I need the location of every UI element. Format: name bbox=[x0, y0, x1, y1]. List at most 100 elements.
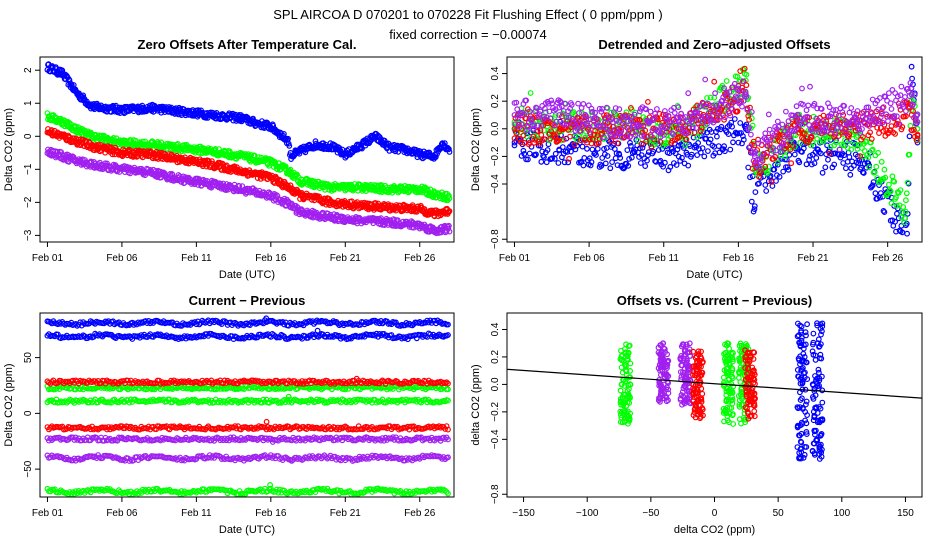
p2-point bbox=[765, 111, 772, 118]
p2-point bbox=[645, 98, 651, 105]
p2-point bbox=[624, 147, 631, 154]
p2-points bbox=[511, 63, 921, 237]
figure-subtitle: fixed correction = −0.00074 bbox=[389, 27, 547, 42]
p1-ytick-label: −2 bbox=[23, 196, 34, 208]
p2-xtick-label: Feb 06 bbox=[574, 253, 606, 264]
p3-points bbox=[44, 315, 451, 498]
p3-xtick-label: Feb 21 bbox=[330, 508, 362, 519]
p3-ytick-label: 50 bbox=[23, 352, 34, 364]
p2-point bbox=[847, 171, 854, 178]
figure-title: SPL AIRCOA D 070201 to 070228 Fit Flushi… bbox=[273, 7, 663, 22]
p2-ytick-label: 0.4 bbox=[490, 66, 501, 80]
p2-ytick-label: 0.2 bbox=[490, 94, 501, 108]
p2-point bbox=[737, 120, 744, 126]
p2-point bbox=[739, 103, 745, 110]
p2-point bbox=[903, 197, 909, 204]
p2-point bbox=[872, 190, 879, 197]
p2-point bbox=[580, 100, 587, 107]
p2-point bbox=[783, 108, 789, 115]
p2-point bbox=[791, 151, 798, 158]
p2-point bbox=[903, 108, 909, 114]
p2-point bbox=[575, 100, 581, 107]
p2-point bbox=[843, 165, 849, 172]
p1-point bbox=[286, 142, 293, 149]
p2-point bbox=[819, 169, 826, 176]
p2-point bbox=[846, 109, 853, 116]
p2-point bbox=[881, 166, 888, 173]
p2-point bbox=[609, 159, 615, 166]
p2-point bbox=[762, 130, 769, 137]
p2-point bbox=[714, 133, 720, 140]
p2-point bbox=[685, 90, 692, 97]
p2-point bbox=[751, 203, 758, 210]
p2-point bbox=[730, 139, 736, 146]
p2-point bbox=[803, 161, 810, 168]
p3-xlabel: Date (UTC) bbox=[219, 524, 275, 536]
p2-point bbox=[514, 106, 521, 113]
p2-point bbox=[584, 145, 590, 152]
p3-xtick-label: Feb 26 bbox=[404, 508, 436, 519]
p2-xtick-label: Feb 11 bbox=[649, 253, 680, 264]
p2-point bbox=[579, 143, 586, 150]
p3-ytick-label: 0 bbox=[23, 410, 34, 416]
p2-point bbox=[889, 173, 896, 180]
p2-point bbox=[607, 165, 614, 172]
p3-xtick-label: Feb 01 bbox=[32, 508, 64, 519]
p2-xtick-label: Feb 21 bbox=[797, 253, 829, 264]
p2-point bbox=[538, 158, 545, 165]
p2-point bbox=[774, 118, 781, 125]
p1-title: Zero Offsets After Temperature Cal. bbox=[138, 37, 357, 52]
p2-point bbox=[848, 105, 855, 111]
p2-point bbox=[705, 148, 711, 155]
p2-point bbox=[642, 163, 649, 170]
p2-point bbox=[748, 198, 755, 205]
p2-point bbox=[840, 160, 847, 166]
p2-ytick-label: −0.8 bbox=[490, 229, 501, 249]
p2-point bbox=[748, 131, 754, 138]
p2-point bbox=[825, 156, 831, 163]
p2-point bbox=[822, 164, 829, 171]
p1-xtick-label: Feb 01 bbox=[32, 253, 64, 264]
p2-point bbox=[555, 160, 562, 166]
p3-xtick-label: Feb 16 bbox=[255, 508, 287, 519]
p3-title: Current − Previous bbox=[189, 293, 306, 308]
p2-title: Detrended and Zero−adjusted Offsets bbox=[598, 37, 830, 52]
p2-point bbox=[602, 160, 609, 167]
p2-panel: Detrended and Zero−adjusted Offsets Date … bbox=[470, 37, 923, 281]
p2-point bbox=[685, 162, 692, 169]
p2-point bbox=[898, 83, 905, 90]
p1-xtick-label: Feb 06 bbox=[106, 253, 138, 264]
p1-xtick-label: Feb 11 bbox=[181, 253, 212, 264]
p2-xtick-label: Feb 16 bbox=[723, 253, 755, 264]
p3-ytick-label: −50 bbox=[23, 460, 34, 477]
p2-point bbox=[701, 153, 708, 160]
p2-xtick-label: Feb 01 bbox=[499, 253, 531, 264]
p2-ytick-label: −0.4 bbox=[490, 174, 501, 194]
p2-point bbox=[712, 90, 718, 97]
p2-point bbox=[805, 102, 812, 109]
p1-xtick-label: Feb 26 bbox=[404, 253, 436, 264]
p1-ytick-label: 1 bbox=[23, 100, 34, 106]
p2-point bbox=[711, 78, 718, 85]
p2-point bbox=[763, 188, 770, 194]
p1-xlabel: Date (UTC) bbox=[219, 269, 275, 281]
p2-point bbox=[888, 106, 895, 112]
p2-point bbox=[788, 160, 795, 167]
p3-xtick-label: Feb 06 bbox=[106, 508, 138, 519]
p2-point bbox=[799, 85, 805, 92]
p1-points bbox=[44, 61, 453, 237]
p2-point bbox=[793, 103, 800, 110]
p1-panel: Zero Offsets After Temperature Cal. Date … bbox=[3, 37, 455, 281]
p2-point bbox=[903, 190, 910, 197]
p1-point bbox=[281, 130, 287, 137]
p2-point bbox=[904, 230, 910, 237]
p2-ylabel: Delta CO2 (ppm) bbox=[470, 108, 482, 191]
p1-xtick-label: Feb 16 bbox=[255, 253, 287, 264]
p2-point bbox=[846, 154, 853, 161]
p2-xlabel: Date (UTC) bbox=[686, 269, 742, 281]
p2-point bbox=[813, 154, 820, 161]
p2-point bbox=[743, 82, 750, 89]
p2-point bbox=[671, 109, 678, 116]
